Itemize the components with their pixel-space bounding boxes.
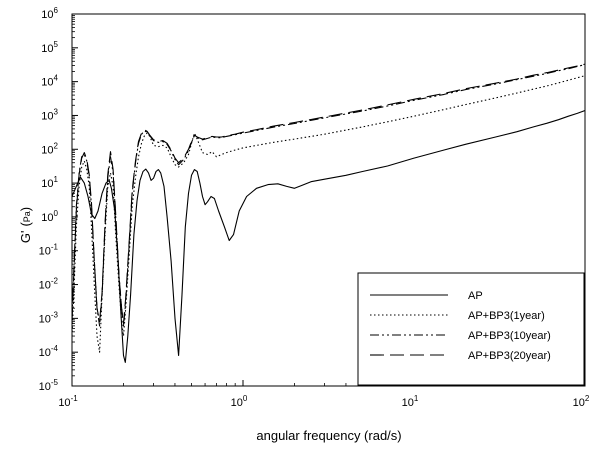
legend-label: AP+BP3(20year)	[468, 350, 551, 362]
y-axis-label: G'(Pa)	[18, 207, 33, 243]
x-tick-label: 102	[573, 394, 590, 409]
y-tick-label: 105	[41, 40, 58, 55]
x-axis-label: angular frequency (rad/s)	[256, 428, 401, 443]
legend-box	[357, 272, 585, 386]
x-tick-label: 10-1	[58, 394, 78, 409]
y-tick-label: 103	[41, 107, 58, 122]
y-tick-label: 102	[41, 141, 58, 156]
series-line-4	[72, 63, 585, 325]
y-tick-label: 104	[41, 74, 58, 89]
y-tick-label: 10-1	[39, 243, 59, 258]
legend-label: AP+BP3(1year)	[468, 310, 545, 322]
y-tick-label: 106	[41, 6, 58, 21]
y-tick-label: 10-2	[39, 277, 59, 292]
plot-area	[72, 63, 585, 363]
legend-label: AP+BP3(10year)	[468, 330, 551, 342]
x-tick-label: 100	[231, 394, 248, 409]
y-tick-label: 100	[41, 209, 58, 224]
y-axis-label-unit: Pa	[22, 211, 32, 222]
y-tick-label: 10-3	[39, 310, 59, 325]
axes: 10-5 10-4 10-3 10-2 10-1 100 101 102 103 104 105 10…	[39, 6, 590, 409]
x-tick-label: 101	[402, 394, 419, 409]
svg-text:G'(Pa): G'(Pa)	[18, 207, 33, 243]
legend: AP AP+BP3(1year) AP+BP3(10year) AP+BP3(20ye…	[357, 272, 585, 386]
y-tick-label: 10-4	[39, 344, 59, 359]
y-tick-label: 10-5	[39, 378, 59, 393]
series-line-2	[72, 75, 585, 353]
y-tick-label: 101	[41, 175, 58, 190]
legend-label: AP	[468, 290, 483, 302]
plot-frame	[71, 13, 586, 387]
y-axis-label-main: G'	[18, 231, 33, 244]
